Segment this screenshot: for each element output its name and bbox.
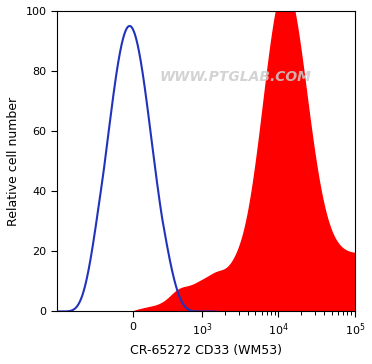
Text: WWW.PTGLAB.COM: WWW.PTGLAB.COM bbox=[160, 70, 312, 84]
X-axis label: CR-65272 CD33 (WM53): CR-65272 CD33 (WM53) bbox=[130, 344, 282, 357]
Y-axis label: Relative cell number: Relative cell number bbox=[7, 97, 20, 226]
